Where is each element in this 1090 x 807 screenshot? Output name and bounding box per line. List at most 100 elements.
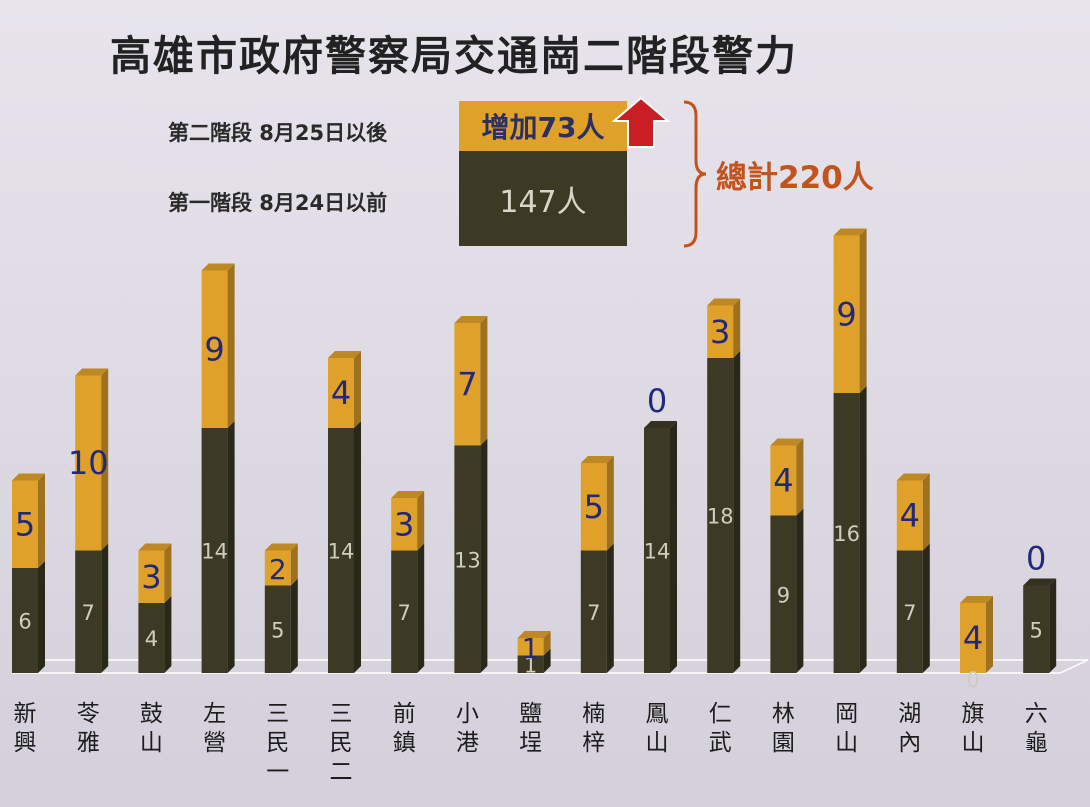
bar-stage2-11	[707, 305, 734, 358]
bar-stage1-3-side	[227, 421, 235, 673]
stage1-value-box: 147人	[459, 151, 627, 246]
bar-stage1-7-side	[480, 438, 488, 673]
x-tick-char: 民	[266, 730, 290, 756]
x-tick-char: 一	[266, 759, 290, 785]
bar-top-3	[201, 263, 235, 271]
x-tick-char: 楠	[582, 701, 606, 727]
stage2-value-box: 增加73人	[459, 101, 627, 151]
bar-stage2-4	[264, 550, 291, 586]
x-tick-char: 小	[455, 701, 479, 727]
x-tick-char: 旗	[961, 701, 985, 727]
bar-top-14	[896, 473, 930, 481]
bar-stage2-2-side	[164, 543, 172, 603]
value-stage2-4: 2	[269, 553, 287, 586]
x-tick-label-4: 三民一	[261, 700, 295, 787]
x-tick-char: 山	[961, 730, 985, 756]
value-stage2-3: 9	[204, 330, 224, 368]
bar-stage2-4-side	[290, 543, 298, 586]
value-stage2-1: 10	[68, 444, 109, 482]
value-stage1-1: 7	[82, 601, 95, 625]
bar-stage1-3	[201, 428, 228, 673]
x-tick-label-5: 三民二	[324, 700, 358, 787]
chart-title: 高雄市政府警察局交通崗二階段警力	[110, 32, 798, 80]
x-tick-char: 山	[139, 730, 163, 756]
total-brace	[683, 100, 707, 248]
value-stage2-9: 5	[584, 488, 604, 526]
x-tick-char: 山	[835, 730, 859, 756]
x-tick-char: 仁	[708, 701, 732, 727]
bar-stage1-11-side	[733, 351, 741, 673]
bar-stage2-8-side	[543, 631, 551, 656]
x-tick-char: 山	[645, 730, 669, 756]
bar-top-11	[707, 298, 741, 306]
x-tick-char: 鎮	[392, 730, 416, 756]
bar-stage2-15-side	[986, 596, 993, 673]
x-tick-char: 左	[203, 701, 227, 727]
bar-stage2-13-side	[859, 228, 867, 393]
bar-stage1-16	[1023, 585, 1050, 673]
value-stage2-11: 3	[710, 313, 730, 351]
bar-stage1-14-side	[922, 543, 930, 673]
x-tick-label-3: 左營	[198, 700, 232, 758]
value-stage1-3: 14	[201, 540, 228, 564]
bar-stage2-0	[12, 480, 38, 568]
bar-stage1-13-side	[859, 386, 867, 673]
x-tick-char: 鹽	[519, 701, 543, 727]
x-tick-char: 林	[771, 701, 795, 727]
bar-stage2-14-side	[922, 473, 930, 551]
x-tick-label-15: 旗山	[956, 700, 990, 758]
bar-stage1-5	[328, 428, 354, 673]
value-stage2-16: 0	[1026, 540, 1046, 578]
bar-stage2-5-side	[354, 351, 361, 428]
value-stage1-6: 7	[398, 601, 411, 625]
bar-stage2-15	[960, 603, 986, 673]
bar-stage1-8-side	[543, 648, 551, 673]
x-tick-label-10: 鳳山	[640, 700, 674, 758]
x-tick-char: 營	[203, 730, 227, 756]
x-tick-label-6: 前鎮	[387, 700, 421, 758]
x-tick-label-7: 小港	[450, 700, 484, 758]
bar-stage1-4	[264, 585, 291, 673]
bar-stage2-8	[517, 638, 544, 656]
x-tick-char: 港	[455, 730, 479, 756]
x-tick-char: 三	[329, 701, 353, 727]
x-tick-label-1: 苓雅	[71, 700, 105, 758]
bar-stage1-12	[770, 515, 797, 673]
bar-top-0	[12, 473, 45, 481]
bar-top-7	[454, 316, 488, 323]
bar-stage2-13	[833, 235, 860, 393]
x-tick-char: 岡	[835, 701, 859, 727]
bar-stage2-6-side	[417, 491, 425, 551]
bar-stage1-6-side	[417, 543, 425, 673]
stage1-value: 147人	[499, 184, 587, 220]
bar-stage1-6	[391, 550, 418, 673]
bar-stage2-7	[454, 323, 481, 446]
bar-stage1-2	[138, 603, 165, 673]
value-stage2-7: 7	[457, 365, 477, 403]
bar-stage1-0	[12, 568, 38, 673]
value-stage2-0: 5	[15, 505, 35, 543]
bar-stage1-9	[580, 550, 607, 673]
bar-stage1-1	[75, 550, 102, 673]
bar-stage1-7	[454, 445, 481, 673]
value-stage2-13: 9	[836, 295, 856, 333]
bar-stage2-11-side	[733, 298, 741, 358]
bar-stage1-10-side	[670, 421, 677, 673]
x-tick-label-2: 鼓山	[134, 700, 168, 758]
bar-top-1	[75, 368, 109, 376]
value-stage1-10: 14	[644, 540, 671, 564]
value-stage1-0: 6	[18, 610, 31, 634]
x-tick-char: 湖	[898, 701, 922, 727]
x-tick-char: 梓	[582, 730, 606, 756]
x-tick-label-9: 楠梓	[577, 700, 611, 758]
value-stage1-7: 13	[454, 548, 481, 572]
bar-stage1-12-side	[796, 508, 804, 673]
x-tick-label-11: 仁武	[703, 700, 737, 758]
x-tick-label-12: 林園	[766, 700, 800, 758]
bar-stage1-5-side	[354, 421, 361, 673]
value-stage2-14: 4	[900, 497, 920, 535]
bar-stage2-1-side	[101, 368, 109, 551]
bar-top-15	[960, 596, 993, 603]
bar-stage2-6	[391, 498, 418, 551]
x-tick-char: 武	[708, 730, 732, 756]
